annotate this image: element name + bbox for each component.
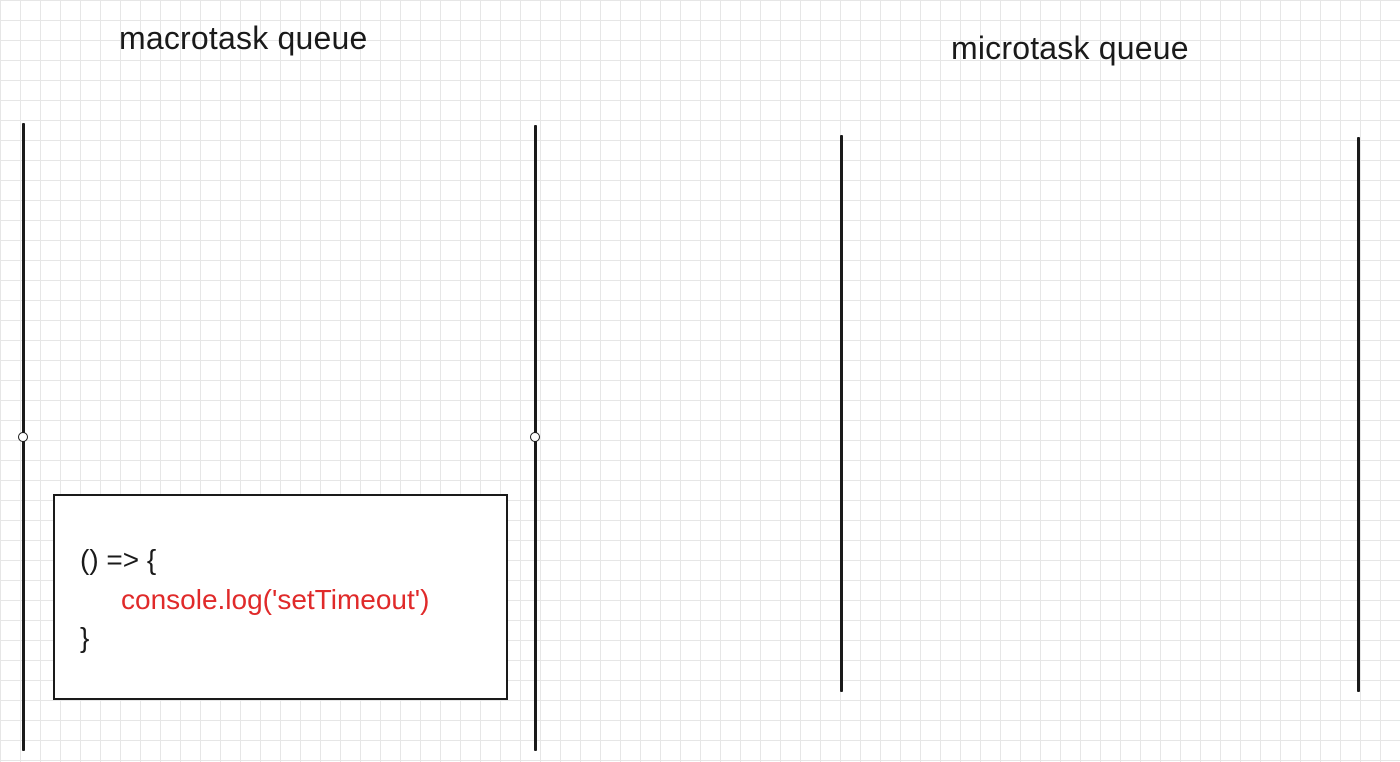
callback-close-line: } — [80, 622, 90, 653]
callback-body-line: console.log('setTimeout') — [121, 584, 430, 615]
microtask-queue-title: microtask queue — [951, 30, 1189, 66]
microtask-queue-left-border — [840, 135, 843, 692]
macrotask-queue-title: macrotask queue — [119, 20, 368, 56]
connection-handle-right[interactable] — [530, 432, 540, 442]
settimeout-callback-task[interactable]: () => { console.log('setTimeout') } — [53, 494, 508, 700]
callback-open-line: () => { — [80, 544, 157, 575]
microtask-queue-right-border — [1357, 137, 1360, 692]
connection-handle-left[interactable] — [18, 432, 28, 442]
